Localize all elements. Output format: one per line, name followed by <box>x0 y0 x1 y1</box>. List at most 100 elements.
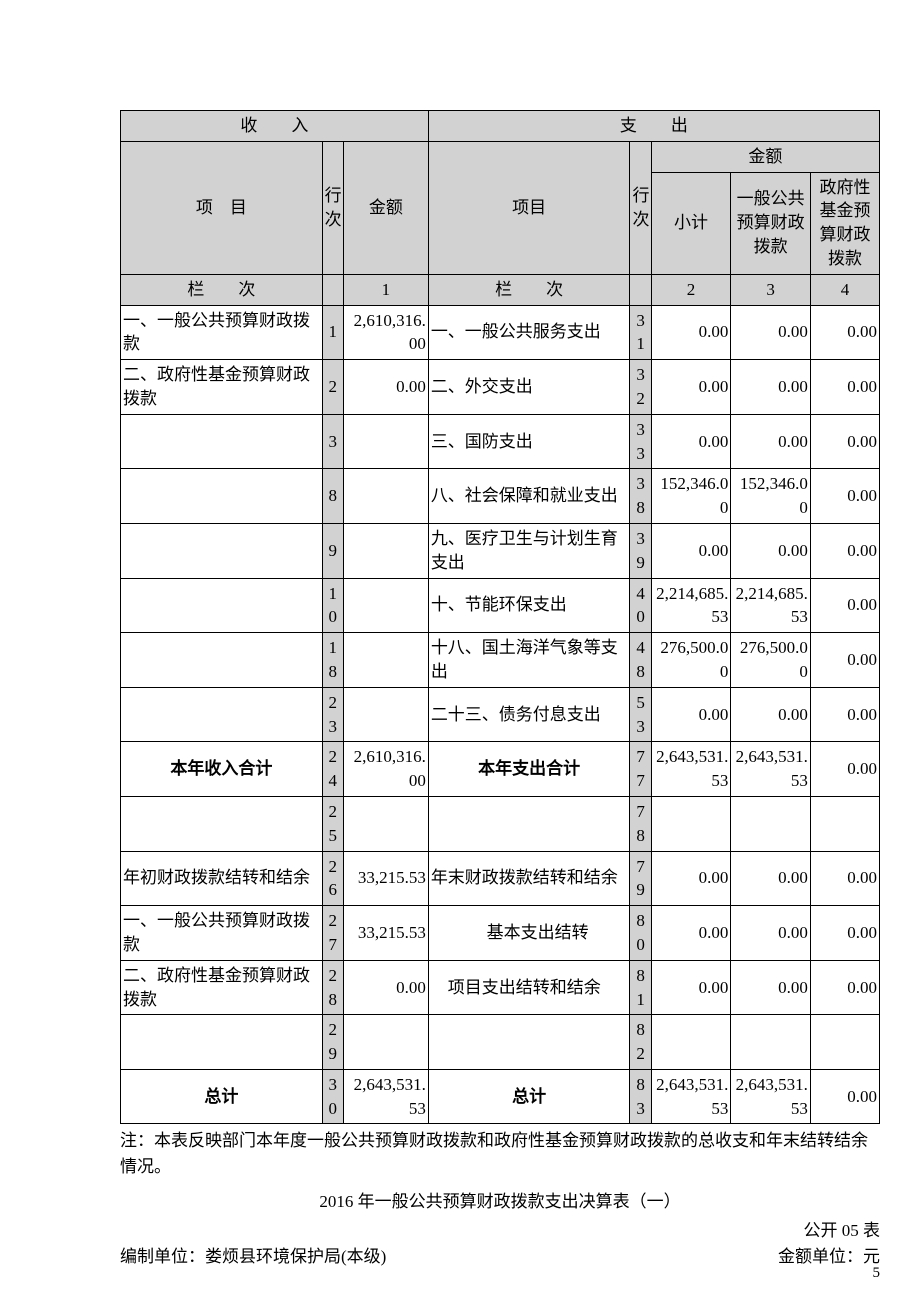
expense-rowno-cell: 77 <box>630 742 651 797</box>
income-rowno-cell: 23 <box>322 687 343 742</box>
income-item-cell: 年初财政拨款结转和结余 <box>121 851 323 906</box>
expense-item-cell: 二十三、债务付息支出 <box>428 687 630 742</box>
expense-rowno-cell: 83 <box>630 1069 651 1124</box>
income-item-cell <box>121 796 323 851</box>
expense-item-cell: 总计 <box>428 1069 630 1124</box>
table-row: 二、政府性基金预算财政拨款20.00二、外交支出320.000.000.00 <box>121 360 880 415</box>
income-amount-cell: 0.00 <box>343 360 428 415</box>
income-rowno-header: 行次 <box>322 141 343 274</box>
income-header: 收 入 <box>121 111 429 142</box>
income-amount-cell: 33,215.53 <box>343 906 428 961</box>
colhdr-blank-2 <box>630 274 651 305</box>
income-item-cell <box>121 523 323 578</box>
col3-header: 一般公共预算财政拨款 <box>731 172 811 274</box>
table-row: 10十、节能环保支出402,214,685.532,214,685.530.00 <box>121 578 880 633</box>
expense-item-cell: 十八、国土海洋气象等支出 <box>428 633 630 688</box>
amount-cell-4: 0.00 <box>810 360 879 415</box>
income-amount-cell: 2,610,316.00 <box>343 305 428 360</box>
amount-cell-2: 276,500.00 <box>651 633 731 688</box>
expense-item-cell: 本年支出合计 <box>428 742 630 797</box>
income-amount-cell: 2,610,316.00 <box>343 742 428 797</box>
amount-cell-3: 152,346.00 <box>731 469 811 524</box>
amount-cell-2: 0.00 <box>651 851 731 906</box>
expense-rowno-cell: 33 <box>630 414 651 469</box>
colhdr-label-2: 栏 次 <box>428 274 630 305</box>
next-left: 编制单位：娄烦县环境保护局(本级) <box>120 1244 386 1270</box>
next-right-1: 公开 05 表 <box>804 1221 881 1240</box>
amount-cell-3 <box>731 796 811 851</box>
table-row: 二、政府性基金预算财政拨款280.00 项目支出结转和结余810.000.000… <box>121 960 880 1015</box>
income-amount-cell <box>343 633 428 688</box>
next-right-2: 金额单位：元 <box>778 1247 880 1266</box>
income-item-cell: 总计 <box>121 1069 323 1124</box>
amount-cell-2: 2,643,531.53 <box>651 1069 731 1124</box>
table-row: 9九、医疗卫生与计划生育支出390.000.000.00 <box>121 523 880 578</box>
expense-rowno-cell: 79 <box>630 851 651 906</box>
amount-cell-3: 0.00 <box>731 523 811 578</box>
income-amount-cell: 33,215.53 <box>343 851 428 906</box>
expense-rowno-cell: 32 <box>630 360 651 415</box>
income-amount-cell <box>343 578 428 633</box>
expense-rowno-cell: 78 <box>630 796 651 851</box>
expense-item-cell: 一、一般公共服务支出 <box>428 305 630 360</box>
amount-cell-3: 0.00 <box>731 851 811 906</box>
amount-cell-2: 0.00 <box>651 523 731 578</box>
income-rowno-cell: 8 <box>322 469 343 524</box>
amount-cell-4: 0.00 <box>810 578 879 633</box>
table-row: 23二十三、债务付息支出530.000.000.00 <box>121 687 880 742</box>
amount-cell-4: 0.00 <box>810 523 879 578</box>
table-body: 一、一般公共预算财政拨款12,610,316.00一、一般公共服务支出310.0… <box>121 305 880 1124</box>
income-amount-cell: 0.00 <box>343 960 428 1015</box>
income-item-cell <box>121 578 323 633</box>
income-rowno-cell: 29 <box>322 1015 343 1070</box>
expense-rowno-cell: 53 <box>630 687 651 742</box>
amount-cell-4: 0.00 <box>810 742 879 797</box>
income-item-cell: 一、一般公共预算财政拨款 <box>121 906 323 961</box>
income-item-cell: 二、政府性基金预算财政拨款 <box>121 960 323 1015</box>
table-row: 年初财政拨款结转和结余2633,215.53年末财政拨款结转和结余790.000… <box>121 851 880 906</box>
income-rowno-cell: 28 <box>322 960 343 1015</box>
income-item-cell: 本年收入合计 <box>121 742 323 797</box>
subtotal-header: 小计 <box>651 172 731 274</box>
expense-item-cell: 项目支出结转和结余 <box>428 960 630 1015</box>
budget-table: 收 入 支 出 项 目 行次 金额 项目 行次 金额 小计 一般公共预算财政拨款… <box>120 110 880 1124</box>
amount-cell-2: 152,346.00 <box>651 469 731 524</box>
table-row: 一、一般公共预算财政拨款12,610,316.00一、一般公共服务支出310.0… <box>121 305 880 360</box>
amount-cell-4: 0.00 <box>810 305 879 360</box>
expense-rowno-cell: 81 <box>630 960 651 1015</box>
colnum-4: 4 <box>810 274 879 305</box>
colhdr-blank-1 <box>322 274 343 305</box>
income-rowno-cell: 10 <box>322 578 343 633</box>
colnum-3: 3 <box>731 274 811 305</box>
amount-cell-4: 0.00 <box>810 851 879 906</box>
amount-cell-4: 0.00 <box>810 960 879 1015</box>
income-rowno-cell: 18 <box>322 633 343 688</box>
amount-cell-3: 0.00 <box>731 687 811 742</box>
amount-cell-2: 0.00 <box>651 360 731 415</box>
income-rowno-cell: 26 <box>322 851 343 906</box>
colnum-2: 2 <box>651 274 731 305</box>
expense-item-cell: 基本支出结转 <box>428 906 630 961</box>
income-item-cell: 一、一般公共预算财政拨款 <box>121 305 323 360</box>
expense-header: 支 出 <box>428 111 879 142</box>
amount-cell-4: 0.00 <box>810 906 879 961</box>
income-rowno-cell: 2 <box>322 360 343 415</box>
amount-cell-3: 2,214,685.53 <box>731 578 811 633</box>
amount-cell-2: 2,643,531.53 <box>651 742 731 797</box>
next-table-meta: 公开 05 表 金额单位：元 编制单位：娄烦县环境保护局(本级) <box>120 1218 880 1269</box>
amount-cell-3: 276,500.00 <box>731 633 811 688</box>
income-amount-cell <box>343 687 428 742</box>
income-item-cell: 二、政府性基金预算财政拨款 <box>121 360 323 415</box>
table-row: 本年收入合计242,610,316.00本年支出合计772,643,531.53… <box>121 742 880 797</box>
income-item-header: 项 目 <box>121 141 323 274</box>
colnum-1: 1 <box>343 274 428 305</box>
table-row: 2578 <box>121 796 880 851</box>
income-rowno-cell: 9 <box>322 523 343 578</box>
table-row: 8八、社会保障和就业支出38152,346.00152,346.000.00 <box>121 469 880 524</box>
expense-rowno-cell: 80 <box>630 906 651 961</box>
income-amount-cell: 2,643,531.53 <box>343 1069 428 1124</box>
expense-rowno-cell: 48 <box>630 633 651 688</box>
expense-item-cell: 年末财政拨款结转和结余 <box>428 851 630 906</box>
colhdr-label-1: 栏 次 <box>121 274 323 305</box>
income-item-cell <box>121 687 323 742</box>
